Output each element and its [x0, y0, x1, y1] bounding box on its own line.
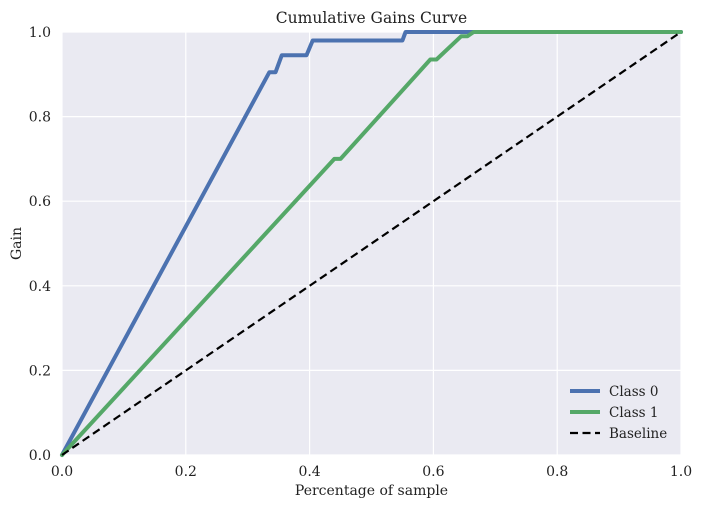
x-axis-label: Percentage of sample [295, 483, 448, 499]
y-tick-label: 0.2 [29, 363, 51, 379]
x-tick-label: 1.0 [670, 464, 692, 480]
y-tick-label: 0.4 [29, 279, 51, 295]
legend-label: Class 1 [609, 405, 658, 421]
series-line-class-1 [60, 30, 683, 457]
legend-label: Baseline [609, 426, 667, 442]
y-tick-label: 1.0 [29, 25, 51, 41]
x-tick-label: 0.8 [546, 464, 568, 480]
x-tick-label: 0.0 [51, 464, 73, 480]
series-lines [60, 30, 683, 457]
legend: Class 0 Class 1 Baseline [570, 384, 667, 442]
chart-title: Cumulative Gains Curve [276, 9, 467, 27]
legend-label: Class 0 [609, 384, 658, 400]
plot-area [62, 32, 681, 455]
x-tick-labels: 0.0 0.2 0.4 0.6 0.8 1.0 [51, 464, 692, 480]
x-tick-label: 0.6 [422, 464, 444, 480]
x-tick-label: 0.2 [175, 464, 197, 480]
x-tick-label: 0.4 [298, 464, 320, 480]
y-tick-label: 0.6 [29, 194, 51, 210]
y-tick-labels: 0.0 0.2 0.4 0.6 0.8 1.0 [29, 25, 51, 464]
y-tick-label: 0.8 [29, 110, 51, 126]
series-line-class-0 [60, 30, 683, 457]
y-tick-label: 0.0 [29, 448, 51, 464]
grid-lines [61, 31, 682, 456]
y-axis-label: Gain [9, 227, 25, 260]
